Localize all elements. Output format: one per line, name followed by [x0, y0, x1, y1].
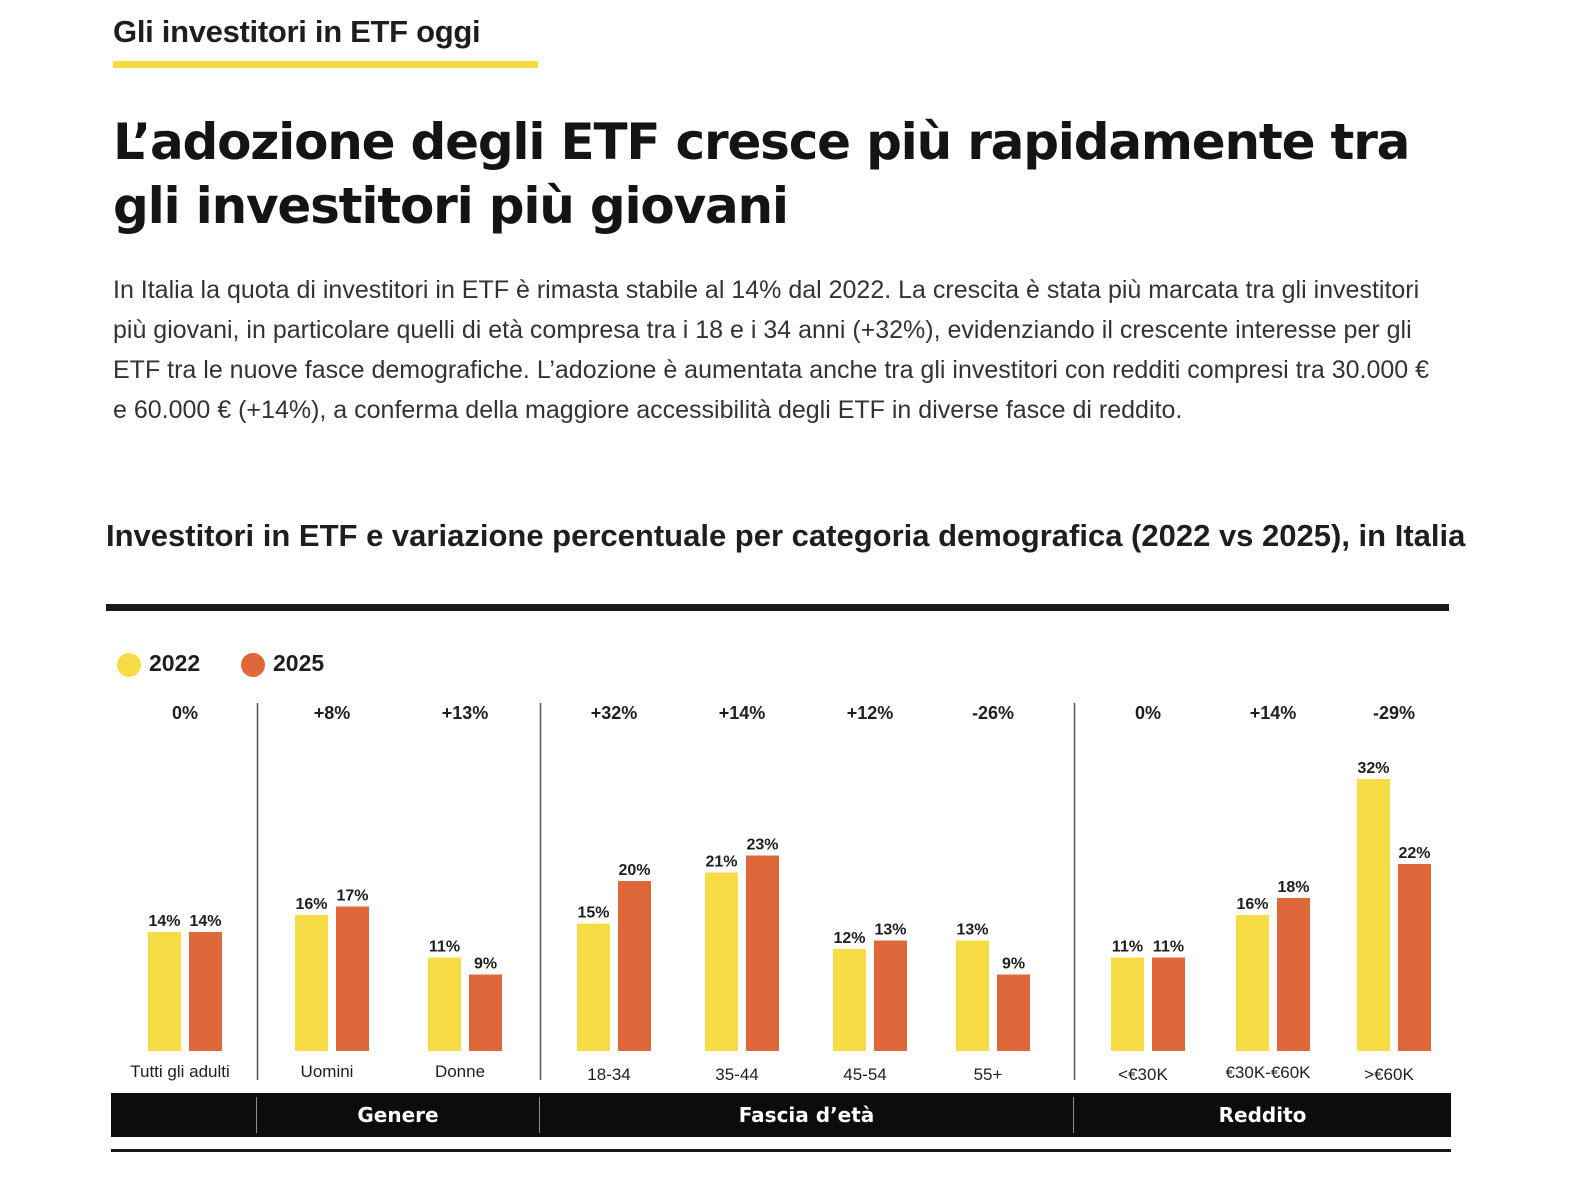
bar-2025	[874, 940, 907, 1051]
change-label: +32%	[591, 703, 638, 723]
change-label: +13%	[442, 703, 489, 723]
data-label-2025: 23%	[746, 837, 778, 854]
change-label: 0%	[1135, 703, 1161, 723]
bar-2022	[956, 940, 989, 1051]
change-label: 0%	[172, 703, 198, 723]
data-label-2022: 11%	[1112, 939, 1143, 956]
data-label-2025: 9%	[1002, 956, 1025, 973]
bar-2022	[1111, 957, 1144, 1051]
bar-2022	[705, 872, 738, 1051]
change-label: +14%	[719, 703, 766, 723]
bar-2022	[577, 923, 610, 1051]
bar-2025	[1152, 957, 1185, 1051]
data-label-2022: 13%	[956, 922, 988, 939]
category-label: Uomini	[301, 1062, 354, 1081]
data-label-2025: 11%	[1153, 939, 1184, 956]
group-bar-separator	[1073, 1097, 1074, 1133]
change-label: +8%	[314, 703, 351, 723]
category-label: <€30K	[1118, 1065, 1168, 1084]
bar-2025	[189, 932, 222, 1051]
section-tag: Gli investitori in ETF oggi	[113, 14, 481, 49]
category-label: >€60K	[1364, 1065, 1414, 1084]
bar-2022	[428, 957, 461, 1051]
group-label-reddito: Reddito	[1218, 1103, 1307, 1127]
data-label-2022: 12%	[833, 930, 865, 947]
change-label: -26%	[972, 703, 1014, 723]
legend-swatch-2022	[117, 653, 141, 677]
data-label-2022: 32%	[1357, 760, 1389, 777]
chart-title: Investitori in ETF e variazione percentu…	[106, 518, 1466, 553]
legend-label-2022: 2022	[149, 650, 201, 676]
bar-2025	[1277, 898, 1310, 1051]
legend-swatch-2025	[241, 653, 265, 677]
data-label-2025: 18%	[1277, 879, 1309, 896]
data-label-2025: 13%	[874, 922, 906, 939]
category-label: 35-44	[715, 1065, 758, 1084]
category-label: Donne	[435, 1062, 485, 1081]
bar-2022	[148, 932, 181, 1051]
data-label-2022: 14%	[148, 913, 180, 930]
data-label-2022: 16%	[1236, 896, 1268, 913]
group-bar-separator	[256, 1097, 257, 1133]
bar-2022	[295, 915, 328, 1051]
data-label-2022: 16%	[295, 896, 327, 913]
chart-title-rule	[106, 604, 1449, 611]
bar-2022	[833, 949, 866, 1051]
group-label-genere: Genere	[357, 1103, 439, 1127]
bar-2025	[469, 974, 502, 1051]
legend-label-2025: 2025	[273, 650, 325, 676]
category-label: Tutti gli adulti	[130, 1062, 230, 1081]
data-label-2025: 14%	[189, 913, 221, 930]
data-label-2025: 20%	[618, 862, 650, 879]
bar-2025	[336, 906, 369, 1051]
data-label-2025: 17%	[336, 888, 368, 905]
category-label: 18-34	[587, 1065, 630, 1084]
category-label: 45-54	[843, 1065, 886, 1084]
category-label: €30K-€60K	[1225, 1063, 1311, 1082]
bar-2022	[1236, 915, 1269, 1051]
data-label-2025: 22%	[1398, 845, 1430, 862]
data-label-2022: 15%	[577, 905, 609, 922]
data-label-2022: 21%	[705, 854, 737, 871]
bar-2025	[618, 881, 651, 1051]
change-label: +12%	[847, 703, 894, 723]
bar-2022	[1357, 779, 1390, 1051]
group-bar-separator	[539, 1097, 540, 1133]
headline-line-1: L’adozione degli ETF cresce più rapidame…	[113, 113, 1410, 171]
headline: L’adozione degli ETF cresce più rapidame…	[113, 110, 1493, 238]
intro-paragraph: In Italia la quota di investitori in ETF…	[113, 276, 1430, 424]
group-label-fascia-eta: Fascia d’età	[738, 1103, 875, 1127]
bar-2025	[997, 974, 1030, 1051]
category-label: 55+	[974, 1065, 1003, 1084]
bar-2025	[1398, 864, 1431, 1051]
data-label-2022: 11%	[429, 939, 460, 956]
data-label-2025: 9%	[474, 956, 497, 973]
group-label-bar: Genere Fascia d’età Reddito	[111, 1093, 1451, 1137]
section-tag-underline	[113, 61, 538, 68]
headline-line-2: gli investitori più giovani	[113, 177, 789, 235]
change-label: -29%	[1373, 703, 1415, 723]
chart-bottom-rule	[111, 1149, 1451, 1152]
bar-2025	[746, 855, 779, 1051]
change-label: +14%	[1250, 703, 1297, 723]
